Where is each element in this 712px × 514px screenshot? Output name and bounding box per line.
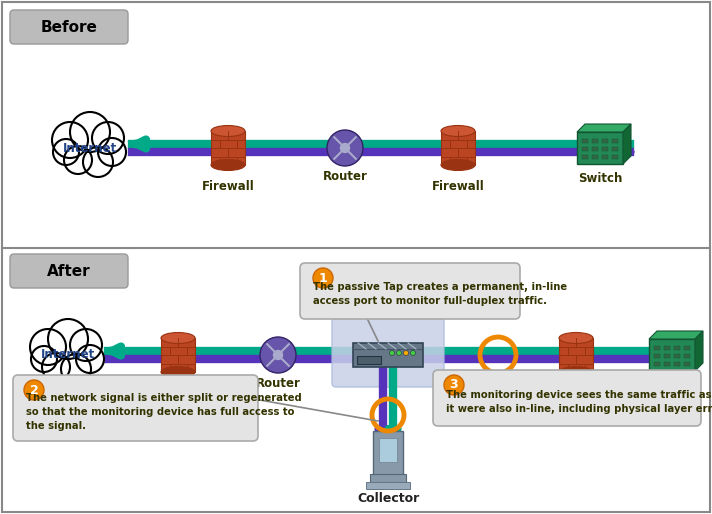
FancyBboxPatch shape — [654, 346, 660, 350]
Polygon shape — [695, 331, 703, 371]
FancyBboxPatch shape — [612, 139, 618, 143]
Circle shape — [70, 329, 102, 361]
Circle shape — [64, 146, 92, 174]
Text: The passive Tap creates a permanent, in-line
access port to monitor full-duplex : The passive Tap creates a permanent, in-… — [313, 282, 567, 306]
Circle shape — [83, 147, 113, 177]
Ellipse shape — [161, 366, 195, 377]
Text: Collector: Collector — [357, 492, 419, 505]
FancyBboxPatch shape — [664, 346, 670, 350]
Text: Before: Before — [41, 20, 98, 34]
Ellipse shape — [441, 159, 475, 171]
FancyBboxPatch shape — [664, 362, 670, 366]
FancyBboxPatch shape — [379, 438, 397, 462]
FancyBboxPatch shape — [684, 346, 690, 350]
FancyBboxPatch shape — [602, 155, 608, 159]
Text: Firewall: Firewall — [152, 387, 204, 400]
Text: Switch: Switch — [578, 172, 622, 185]
FancyBboxPatch shape — [674, 346, 680, 350]
Text: Internet: Internet — [41, 348, 95, 361]
FancyBboxPatch shape — [602, 147, 608, 151]
Text: Internet: Internet — [63, 141, 117, 155]
FancyBboxPatch shape — [592, 139, 598, 143]
FancyBboxPatch shape — [10, 10, 128, 44]
Text: Switch: Switch — [650, 379, 694, 392]
Polygon shape — [649, 331, 703, 339]
Circle shape — [76, 345, 104, 373]
Polygon shape — [623, 124, 631, 164]
FancyBboxPatch shape — [592, 147, 598, 151]
FancyBboxPatch shape — [592, 155, 598, 159]
FancyBboxPatch shape — [353, 343, 423, 367]
FancyBboxPatch shape — [654, 362, 660, 366]
FancyBboxPatch shape — [441, 131, 475, 165]
Circle shape — [313, 268, 333, 288]
FancyBboxPatch shape — [582, 155, 588, 159]
Ellipse shape — [211, 159, 245, 171]
Circle shape — [52, 122, 88, 158]
FancyBboxPatch shape — [161, 338, 195, 372]
FancyBboxPatch shape — [654, 354, 660, 358]
Ellipse shape — [559, 333, 593, 343]
Text: Router: Router — [323, 170, 367, 183]
FancyBboxPatch shape — [373, 431, 403, 475]
FancyBboxPatch shape — [602, 139, 608, 143]
Circle shape — [273, 351, 283, 359]
Circle shape — [61, 354, 91, 384]
Circle shape — [444, 375, 464, 395]
Circle shape — [42, 353, 70, 381]
FancyBboxPatch shape — [674, 362, 680, 366]
FancyBboxPatch shape — [684, 362, 690, 366]
Circle shape — [260, 337, 296, 373]
Circle shape — [397, 351, 402, 356]
Ellipse shape — [211, 125, 245, 137]
Circle shape — [24, 380, 44, 400]
Text: Router: Router — [256, 377, 300, 390]
FancyBboxPatch shape — [674, 354, 680, 358]
Text: Firewall: Firewall — [201, 180, 254, 193]
FancyBboxPatch shape — [332, 307, 444, 387]
Ellipse shape — [559, 366, 593, 377]
Circle shape — [30, 329, 66, 365]
Text: 1: 1 — [319, 271, 328, 285]
Circle shape — [31, 346, 57, 372]
FancyBboxPatch shape — [582, 147, 588, 151]
Text: Firewall: Firewall — [431, 180, 484, 193]
Circle shape — [411, 351, 416, 356]
Text: Firewall: Firewall — [550, 387, 602, 400]
Circle shape — [70, 112, 110, 152]
FancyBboxPatch shape — [664, 354, 670, 358]
Ellipse shape — [441, 125, 475, 137]
FancyBboxPatch shape — [433, 370, 701, 426]
FancyBboxPatch shape — [582, 139, 588, 143]
Circle shape — [53, 139, 79, 165]
Text: The network signal is either split or regenerated
so that the monitoring device : The network signal is either split or re… — [26, 393, 302, 431]
Ellipse shape — [161, 333, 195, 343]
FancyBboxPatch shape — [357, 356, 381, 364]
FancyBboxPatch shape — [612, 155, 618, 159]
FancyBboxPatch shape — [370, 474, 406, 482]
Circle shape — [98, 138, 126, 166]
FancyBboxPatch shape — [366, 482, 410, 489]
Circle shape — [327, 130, 363, 166]
Text: 2: 2 — [30, 383, 38, 396]
Circle shape — [389, 351, 394, 356]
Circle shape — [48, 319, 88, 359]
FancyBboxPatch shape — [612, 147, 618, 151]
Polygon shape — [577, 124, 631, 132]
FancyBboxPatch shape — [577, 132, 623, 164]
FancyBboxPatch shape — [300, 263, 520, 319]
Text: The monitoring device sees the same traffic as if
it were also in-line, includin: The monitoring device sees the same traf… — [446, 390, 712, 414]
FancyBboxPatch shape — [559, 338, 593, 372]
Text: 3: 3 — [450, 378, 459, 392]
FancyBboxPatch shape — [649, 339, 695, 371]
FancyBboxPatch shape — [211, 131, 245, 165]
FancyBboxPatch shape — [10, 254, 128, 288]
FancyBboxPatch shape — [684, 354, 690, 358]
Circle shape — [340, 143, 350, 153]
Circle shape — [92, 122, 124, 154]
FancyBboxPatch shape — [13, 375, 258, 441]
Circle shape — [404, 351, 409, 356]
Text: After: After — [47, 264, 91, 279]
